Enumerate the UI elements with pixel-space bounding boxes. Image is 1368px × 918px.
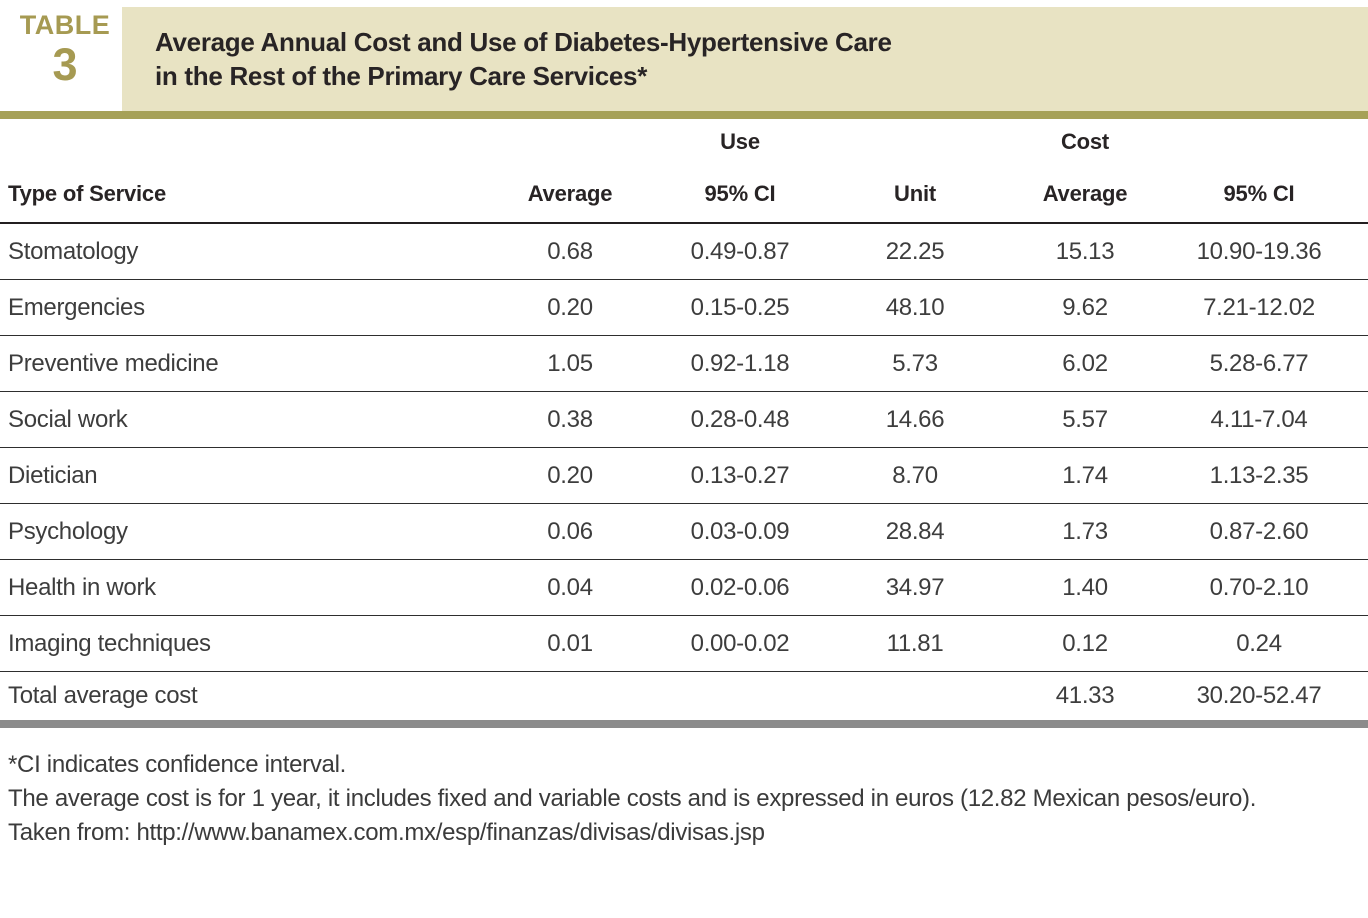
cell-cost-ci: 1.13-2.35 [1209,461,1309,489]
table-badge: TABLE 3 [15,10,115,90]
group-header-use: Use [720,129,760,154]
cell-use-ci: 0.15-0.25 [690,293,790,321]
cell-cost-ci: 7.21-12.02 [1203,293,1315,321]
header-accent-rule [0,111,1368,119]
cell-cost-average: 15.13 [1055,237,1115,265]
cell-service: Social work [8,405,128,433]
footnotes: *CI indicates confidence interval. The a… [8,748,1348,850]
cell-cost-ci: 10.90-19.36 [1196,237,1322,265]
cell-use-ci: 0.92-1.18 [690,349,790,377]
cell-use-ci: 0.02-0.06 [690,573,790,601]
table-row: Stomatology 0.68 0.49-0.87 22.25 15.13 1… [0,224,1368,280]
table-title-line2: in the Rest of the Primary Care Services… [155,61,648,91]
col-header-use-ci: 95% CI [704,180,776,206]
cell-cost-average: 41.33 [1055,682,1115,709]
cell-use-average: 0.20 [547,461,593,489]
cell-unit: 8.70 [892,461,938,489]
cell-service: Health in work [8,573,156,601]
cell-cost-ci: 4.11-7.04 [1210,405,1308,433]
table-row-total: Total average cost 41.33 30.20-52.47 [0,672,1368,720]
table-row: Preventive medicine 1.05 0.92-1.18 5.73 … [0,336,1368,392]
cell-cost-ci: 30.20-52.47 [1196,682,1322,709]
cell-use-ci: 0.03-0.09 [690,517,790,545]
cell-use-ci: 0.28-0.48 [690,405,790,433]
cell-service: Dietician [8,461,98,489]
footnote-source-url: Taken from: http://www.banamex.com.mx/es… [8,819,765,846]
table-row: Imaging techniques 0.01 0.00-0.02 11.81 … [0,616,1368,672]
cell-service: Preventive medicine [8,349,219,377]
table-badge-label: TABLE [19,10,111,40]
table-row: Psychology 0.06 0.03-0.09 28.84 1.73 0.8… [0,504,1368,560]
cell-cost-ci: 0.24 [1236,629,1282,657]
cell-use-average: 0.01 [547,629,593,657]
cell-use-average: 0.04 [547,573,593,601]
cell-cost-average: 6.02 [1062,349,1108,377]
cell-use-ci: 0.49-0.87 [690,237,790,265]
cell-cost-average: 1.74 [1062,461,1108,489]
column-header-row: Type of Service Average 95% CI Unit Aver… [0,165,1368,224]
cell-service: Imaging techniques [8,629,211,657]
col-header-cost-average: Average [1042,180,1128,206]
cell-unit: 5.73 [892,349,938,377]
col-header-service: Type of Service [8,180,166,206]
cell-unit: 28.84 [885,517,945,545]
cell-unit: 48.10 [885,293,945,321]
cell-use-average: 1.05 [547,349,593,377]
col-header-unit: Unit [894,180,936,206]
cell-use-ci: 0.00-0.02 [690,629,790,657]
table-row: Dietician 0.20 0.13-0.27 8.70 1.74 1.13-… [0,448,1368,504]
table-bottom-bar [0,720,1368,728]
cell-service: Stomatology [8,237,139,265]
cell-unit: 34.97 [885,573,945,601]
cell-cost-average: 5.57 [1062,405,1108,433]
cell-cost-average: 9.62 [1062,293,1108,321]
group-header-cost: Cost [1060,129,1110,154]
cell-unit: 22.25 [885,237,945,265]
cell-cost-average: 0.12 [1062,629,1108,657]
cell-cost-ci: 0.87-2.60 [1209,517,1309,545]
cell-unit: 11.81 [886,629,944,657]
cell-use-average: 0.06 [547,517,593,545]
cell-use-ci: 0.13-0.27 [690,461,790,489]
cell-service: Emergencies [8,293,145,321]
cell-service: Psychology [8,517,128,545]
footnote-cost-explanation: The average cost is for 1 year, it inclu… [8,785,1257,812]
cell-cost-ci: 5.28-6.77 [1209,349,1309,377]
cell-cost-ci: 0.70-2.10 [1209,573,1309,601]
cell-unit: 14.66 [885,405,945,433]
group-header-row: Use Cost [0,119,1368,165]
col-header-cost-ci: 95% CI [1223,180,1295,206]
cell-use-average: 0.20 [547,293,593,321]
table-badge-number: 3 [52,39,78,90]
table-title-line1: Average Annual Cost and Use of Diabetes-… [155,27,892,57]
table-row: Social work 0.38 0.28-0.48 14.66 5.57 4.… [0,392,1368,448]
cell-cost-average: 1.73 [1062,517,1108,545]
cell-service: Total average cost [8,682,198,709]
data-table: Use Cost Type of Service Average 95% CI … [0,119,1368,728]
footnote-ci-definition: *CI indicates confidence interval. [8,751,346,778]
col-header-use-average: Average [527,180,613,206]
cell-use-average: 0.68 [547,237,593,265]
table-row: Health in work 0.04 0.02-0.06 34.97 1.40… [0,560,1368,616]
cell-cost-average: 1.40 [1062,573,1108,601]
table-row: Emergencies 0.20 0.15-0.25 48.10 9.62 7.… [0,280,1368,336]
cell-use-average: 0.38 [547,405,593,433]
title-box: Average Annual Cost and Use of Diabetes-… [122,7,1368,111]
